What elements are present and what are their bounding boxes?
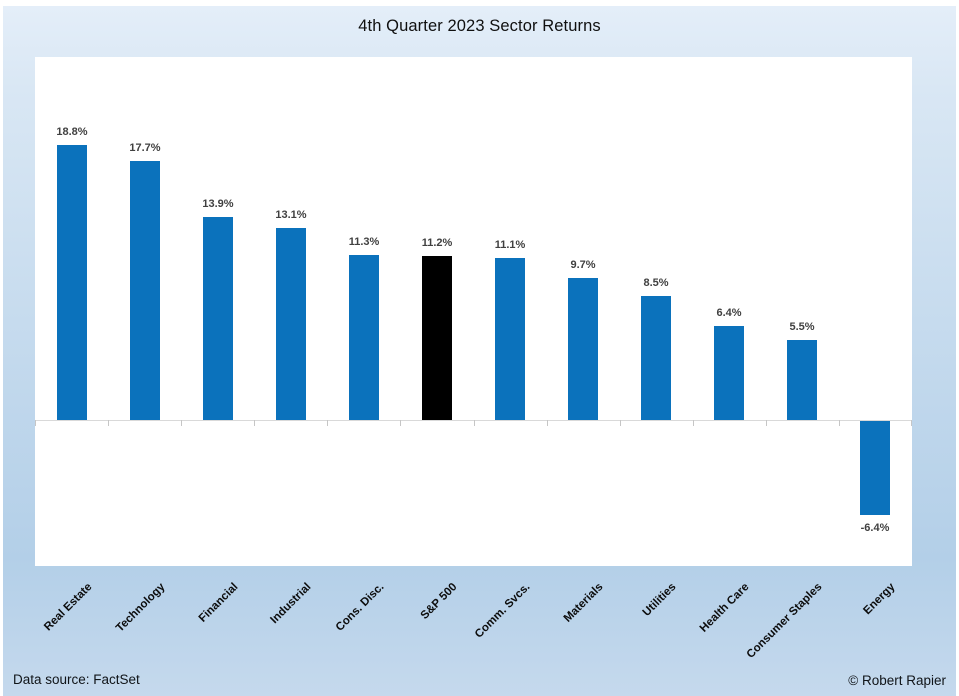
bar-health-care: [714, 326, 744, 420]
copyright-credit: © Robert Rapier: [848, 673, 946, 688]
axis-tick: [547, 420, 548, 426]
bar-value-label: 5.5%: [789, 321, 815, 333]
axis-tick: [474, 420, 475, 426]
axis-tick: [400, 420, 401, 426]
bar-industrial: [276, 228, 306, 420]
axis-tick: [693, 420, 694, 426]
bar-value-label: 8.5%: [643, 277, 669, 289]
bar-consumer-staples: [787, 340, 817, 420]
bar-comm-svcs: [495, 258, 525, 420]
bar-value-label: 11.3%: [348, 236, 380, 248]
bar-materials: [568, 278, 598, 420]
bar-value-label: -6.4%: [860, 522, 890, 534]
bar-s-p-500: [422, 256, 452, 420]
axis-tick: [35, 420, 36, 426]
bar-value-label: 13.1%: [275, 209, 307, 221]
bar-value-label: 13.9%: [202, 198, 234, 210]
axis-tick: [911, 420, 912, 426]
bar-cons-disc: [349, 255, 379, 420]
bar-utilities: [641, 296, 671, 420]
data-source-note: Data source: FactSet: [13, 672, 140, 687]
axis-tick: [766, 420, 767, 426]
chart-title: 4th Quarter 2023 Sector Returns: [358, 17, 601, 35]
axis-tick: [254, 420, 255, 426]
axis-tick: [108, 420, 109, 426]
axis-tick: [327, 420, 328, 426]
bar-value-label: 11.2%: [421, 237, 453, 249]
bar-real-estate: [57, 145, 87, 420]
bar-financial: [203, 217, 233, 420]
x-axis-line: [35, 420, 912, 421]
bar-technology: [130, 161, 160, 420]
bar-energy: [860, 421, 890, 515]
bar-value-label: 9.7%: [570, 259, 596, 271]
bar-value-label: 17.7%: [129, 142, 161, 154]
bar-value-label: 6.4%: [716, 307, 742, 319]
plot-area: 18.8% 17.7% 13.9% 13.1% 11.3% 11.2% 11.1% 9.7% 8…: [35, 57, 912, 566]
bar-value-label: 18.8%: [56, 126, 88, 138]
axis-tick: [181, 420, 182, 426]
axis-tick: [839, 420, 840, 426]
axis-tick: [620, 420, 621, 426]
bar-value-label: 11.1%: [494, 239, 526, 251]
